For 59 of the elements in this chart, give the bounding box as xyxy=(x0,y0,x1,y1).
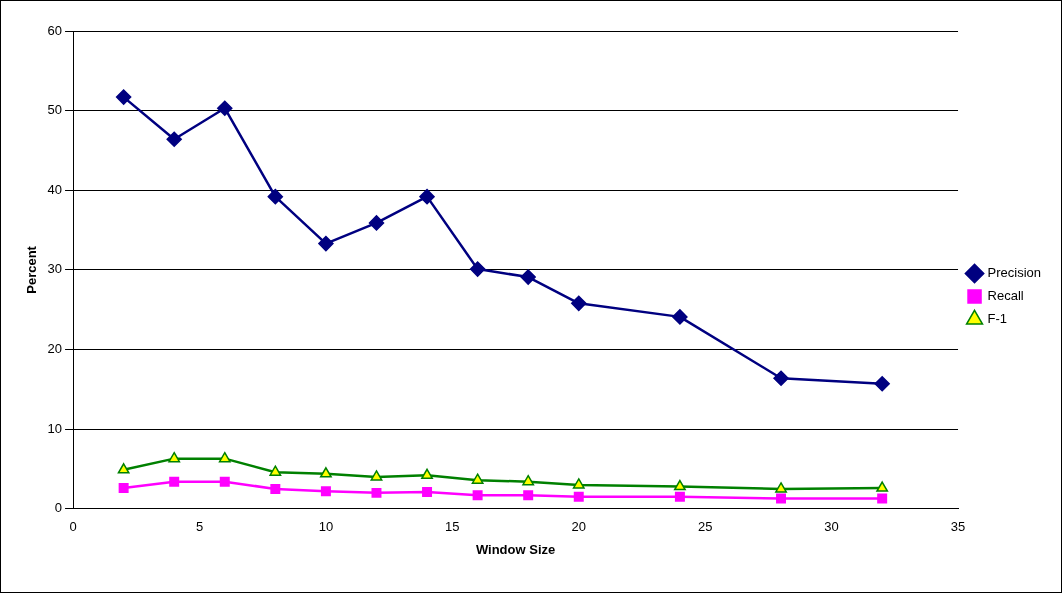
point xyxy=(523,490,534,501)
point xyxy=(270,483,281,494)
point xyxy=(368,215,385,231)
y-tick-label: 0 xyxy=(54,500,63,516)
point xyxy=(169,476,180,487)
point xyxy=(370,470,383,481)
x-tick-label: 25 xyxy=(697,519,713,535)
point xyxy=(472,490,483,501)
point xyxy=(471,473,484,484)
point xyxy=(773,370,789,386)
point xyxy=(775,482,787,493)
point xyxy=(217,100,233,116)
point xyxy=(572,478,585,489)
point xyxy=(319,467,332,478)
point xyxy=(117,463,130,474)
point xyxy=(469,261,486,277)
point xyxy=(371,487,382,498)
point xyxy=(320,486,331,497)
point xyxy=(571,295,587,312)
legend-label: Recall xyxy=(987,288,1024,304)
y-tick-label: 30 xyxy=(47,261,63,277)
point xyxy=(269,465,282,476)
point xyxy=(115,89,132,105)
y-tick-label: 40 xyxy=(47,181,63,197)
x-tick-label: 0 xyxy=(69,519,77,535)
point xyxy=(874,376,890,392)
point xyxy=(219,476,230,487)
x-tick-label: 15 xyxy=(445,519,460,535)
point xyxy=(419,188,435,205)
x-tick-label: 10 xyxy=(318,519,334,535)
point xyxy=(267,188,284,205)
point xyxy=(573,491,584,502)
point xyxy=(118,483,129,494)
y-tick-label: 60 xyxy=(47,22,63,38)
point xyxy=(522,474,535,486)
y-tick-label: 20 xyxy=(47,341,63,357)
point xyxy=(421,468,433,480)
x-axis-title: Window Size xyxy=(475,541,556,557)
point xyxy=(218,451,231,463)
y-tick-label: 10 xyxy=(47,420,63,436)
x-tick-label: 5 xyxy=(195,519,204,535)
point xyxy=(674,491,685,502)
point xyxy=(876,481,889,492)
point xyxy=(776,493,787,504)
y-axis-title: Percent xyxy=(24,245,40,294)
point xyxy=(422,487,433,498)
point xyxy=(318,235,334,252)
legend-label: F-1 xyxy=(987,311,1008,327)
y-tick-label: 50 xyxy=(47,102,63,118)
point xyxy=(877,493,888,504)
legend-label: Precision xyxy=(987,265,1041,281)
x-tick-label: 30 xyxy=(824,519,839,535)
x-tick-label: 35 xyxy=(950,519,966,535)
point xyxy=(166,131,182,148)
point xyxy=(672,309,688,325)
point xyxy=(520,269,536,285)
point xyxy=(168,451,181,463)
point xyxy=(673,479,686,491)
x-tick-label: 20 xyxy=(571,519,586,535)
